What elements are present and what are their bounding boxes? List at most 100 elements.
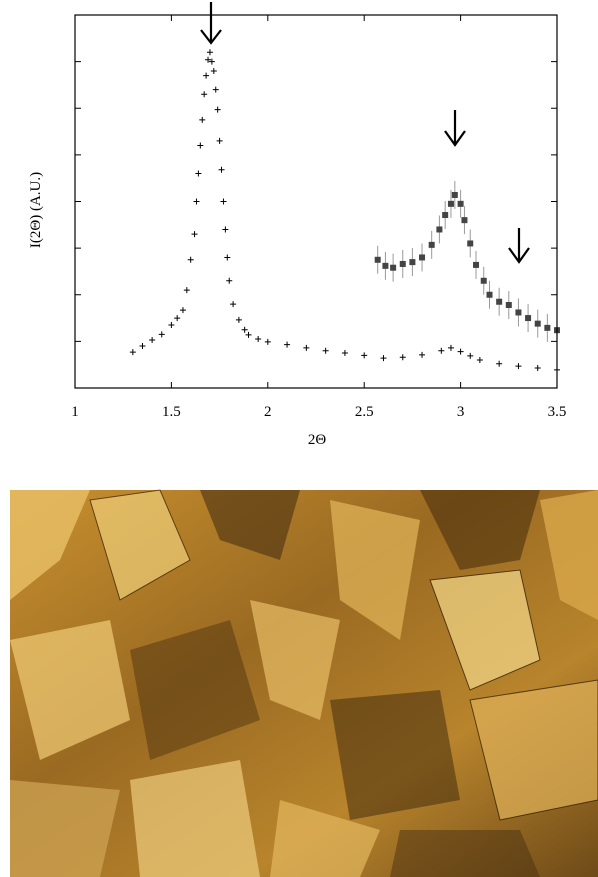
data-point (187, 256, 194, 263)
crystal-domain (10, 620, 130, 760)
y-axis-label: I(2Θ) (A.U.) (28, 172, 44, 248)
data-point (428, 241, 435, 248)
data-point (447, 200, 454, 207)
data-point (467, 352, 474, 359)
data-point (544, 324, 551, 331)
data-point (205, 56, 212, 63)
x-tick-label: 3 (457, 404, 465, 420)
data-point (195, 170, 202, 177)
data-point (534, 320, 541, 327)
x-axis-label: 2Θ (308, 432, 327, 448)
data-point (380, 355, 387, 362)
data-point (451, 191, 458, 198)
x-tick-label: 2.5 (355, 404, 374, 420)
x-tick-label: 3.5 (548, 404, 567, 420)
crystal-domain (10, 490, 90, 600)
data-point (505, 302, 512, 309)
data-point (149, 336, 156, 343)
data-point (525, 315, 532, 322)
data-point (496, 298, 503, 305)
data-point (174, 315, 181, 322)
data-point (214, 106, 221, 113)
crystal-domain (200, 490, 300, 560)
data-point (226, 277, 233, 284)
crystal-domain (89, 489, 191, 601)
data-point (399, 354, 406, 361)
data-point (199, 116, 206, 123)
data-point (241, 326, 248, 333)
data-point (419, 351, 426, 358)
data-point (158, 331, 165, 338)
data-point (191, 231, 198, 238)
data-point (218, 166, 225, 173)
data-point (457, 200, 464, 207)
x-tick-label: 2 (264, 404, 272, 420)
peak-arrow (508, 228, 530, 264)
data-point (496, 360, 503, 367)
data-point (486, 291, 493, 298)
crystal-domain (130, 760, 260, 877)
data-point (303, 344, 310, 351)
data-point (457, 348, 464, 355)
plot-frame (74, 14, 558, 389)
crystal-domain (390, 830, 540, 877)
data-point (183, 287, 190, 294)
peak-arrow (200, 2, 222, 45)
data-point (461, 217, 468, 224)
data-point (361, 352, 368, 359)
data-point (480, 277, 487, 284)
data-point (473, 261, 480, 268)
data-point (168, 322, 175, 329)
micrograph (10, 489, 598, 877)
data-point (534, 364, 541, 371)
data-point (264, 338, 271, 345)
data-point (139, 343, 146, 350)
crystal-domain (469, 679, 598, 821)
data-point (201, 91, 208, 98)
data-point (224, 254, 231, 261)
data-point (374, 256, 381, 263)
data-point (210, 67, 217, 74)
data-point (220, 198, 227, 205)
crystal-domain (420, 490, 540, 570)
data-point (438, 347, 445, 354)
crystal-domain (540, 490, 598, 620)
crystal-domain (330, 500, 420, 640)
data-point (442, 212, 449, 219)
data-point (390, 264, 397, 271)
data-point (230, 301, 237, 308)
data-point (436, 226, 443, 233)
data-point (467, 240, 474, 247)
data-point (515, 309, 522, 316)
crystal-domain (10, 780, 120, 877)
data-point (193, 198, 200, 205)
data-point (203, 72, 210, 79)
crystal-domain (270, 800, 380, 877)
data-point (409, 259, 416, 266)
data-point (255, 336, 262, 343)
data-point (206, 49, 213, 56)
data-point (322, 347, 329, 354)
data-point (179, 307, 186, 314)
data-point (216, 137, 223, 144)
peak-arrow (444, 110, 466, 147)
data-point (208, 58, 215, 65)
crystal-domain (330, 690, 460, 820)
data-point (515, 363, 522, 370)
data-point (419, 254, 426, 261)
data-point (382, 262, 389, 269)
data-point (447, 344, 454, 351)
data-point (212, 86, 219, 93)
data-point (235, 316, 242, 323)
data-point (129, 349, 136, 356)
data-point (399, 260, 406, 267)
crystal-domain (429, 569, 541, 691)
arrows (200, 2, 530, 264)
x-tick-label: 1.5 (162, 404, 181, 420)
data-point (341, 350, 348, 357)
data-point (222, 226, 229, 233)
data-point (284, 341, 291, 348)
data-point (197, 142, 204, 149)
